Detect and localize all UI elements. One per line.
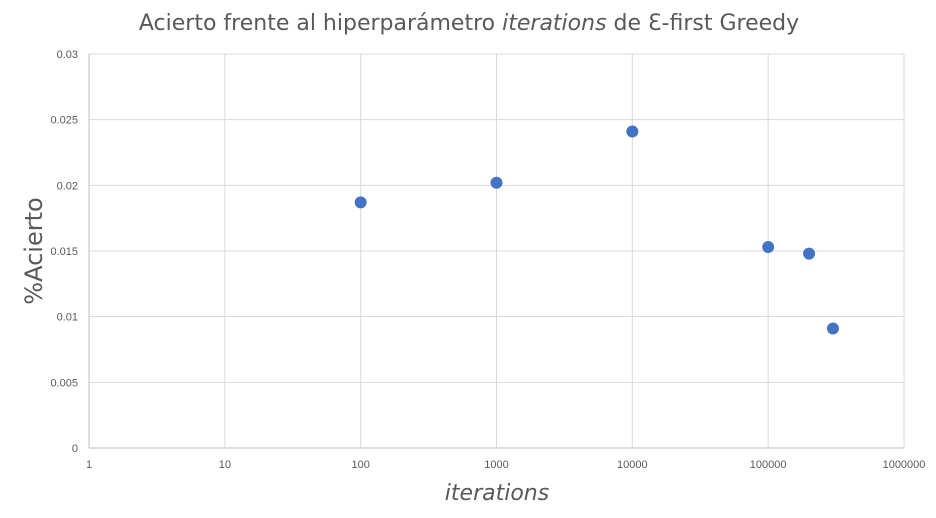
data-point xyxy=(354,196,367,209)
x-tick-label: 1000 xyxy=(484,459,508,471)
y-tick-label: 0.025 xyxy=(50,115,78,127)
chart-title: Acierto frente al hiperparámetro iterati… xyxy=(139,11,799,36)
y-tick-label: 0.015 xyxy=(50,246,78,258)
y-tick-label: 0.005 xyxy=(50,377,78,389)
x-tick-label: 100 xyxy=(351,459,369,471)
x-tick-label: 10 xyxy=(219,459,231,471)
y-tick-label: 0.02 xyxy=(57,180,78,192)
x-axis-ticks: 1 10 100 1000 10000 100000 1000000 xyxy=(86,459,925,471)
x-tick-label: 1000000 xyxy=(883,459,926,471)
chart-title-suffix: de Ɛ-first Greedy xyxy=(607,11,800,36)
y-tick-label: 0.01 xyxy=(57,312,78,324)
data-point xyxy=(803,247,816,260)
y-tick-label: 0 xyxy=(72,443,78,455)
x-axis-label: iterations xyxy=(445,481,549,506)
x-tick-label: 100000 xyxy=(750,459,787,471)
y-axis-ticks: 0 0.005 0.01 0.015 0.02 0.025 0.03 xyxy=(50,49,78,455)
y-axis-label: %Acierto xyxy=(20,197,48,304)
data-points xyxy=(354,125,839,335)
x-tick-label: 1 xyxy=(86,459,92,471)
x-tick-label: 10000 xyxy=(617,459,648,471)
y-tick-label: 0.03 xyxy=(57,49,78,61)
data-point xyxy=(762,241,775,254)
grid xyxy=(88,53,905,449)
data-point xyxy=(626,125,639,138)
chart-title-prefix: Acierto frente al hiperparámetro xyxy=(139,11,502,36)
chart-title-emphasis: iterations xyxy=(502,11,606,36)
data-point xyxy=(826,322,839,335)
data-point xyxy=(490,176,503,189)
